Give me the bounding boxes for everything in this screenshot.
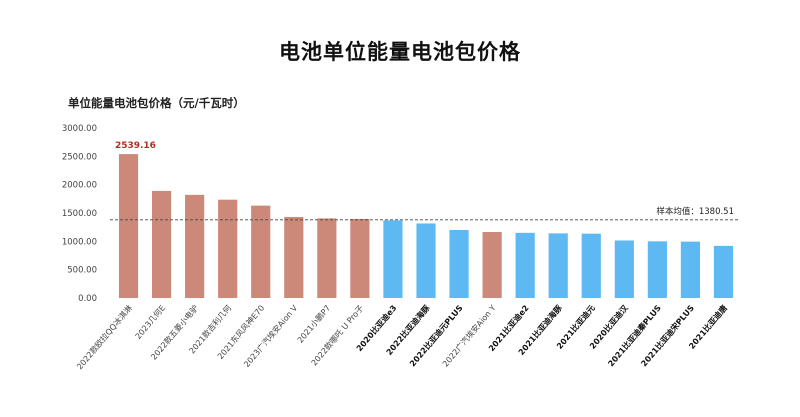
bar	[548, 233, 568, 298]
bar	[680, 241, 701, 298]
bar	[118, 154, 139, 298]
y-tick-label: 3000.00	[62, 124, 97, 134]
bar	[218, 199, 238, 298]
bar	[614, 240, 634, 298]
bar	[317, 218, 337, 298]
bar	[581, 233, 601, 298]
y-tick-label: 0.00	[78, 294, 97, 304]
data-label: 2539.16	[115, 141, 156, 151]
bar	[151, 190, 172, 298]
x-axis-labels: 2022款欧拉QQ冰淇淋 2023几何E2022款五菱小电驴2021款吉利几何20…	[74, 302, 729, 371]
bar	[383, 220, 403, 298]
bar	[416, 223, 436, 298]
x-tick-label: 2021小鹏P7	[295, 303, 332, 345]
y-tick-label: 1000.00	[62, 237, 97, 247]
average-line-group: 样本均值：1380.51	[110, 206, 740, 221]
bar	[185, 194, 205, 298]
x-tick-label: 2022款欧拉QQ冰淇淋	[74, 303, 134, 371]
y-axis-ticks: 0.00 500.00 1000.00 1500.00 2000.00 2500.00 30…	[62, 124, 97, 304]
x-tick-label: 2023几何E	[133, 303, 167, 341]
average-label: 样本均值：1380.51	[656, 206, 734, 217]
bar	[515, 232, 535, 298]
bar	[449, 230, 469, 298]
bar	[647, 241, 667, 298]
bar	[482, 231, 502, 298]
bar	[284, 216, 304, 298]
x-tick-label: 2023广汽埃安Aion V	[241, 302, 299, 369]
bar	[713, 245, 734, 298]
chart-title: 电池单位能量电池包价格	[279, 40, 521, 64]
y-tick-label: 1500.00	[62, 209, 97, 219]
bar	[350, 218, 370, 298]
bar-series	[118, 154, 734, 298]
y-tick-label: 2000.00	[62, 181, 97, 191]
y-axis-title: 单位能量电池包价格（元/千瓦时）	[68, 96, 245, 110]
y-tick-label: 2500.00	[62, 152, 97, 162]
bar	[251, 205, 271, 298]
y-tick-label: 500.00	[67, 266, 97, 276]
data-labels: 2539.16	[115, 141, 156, 151]
